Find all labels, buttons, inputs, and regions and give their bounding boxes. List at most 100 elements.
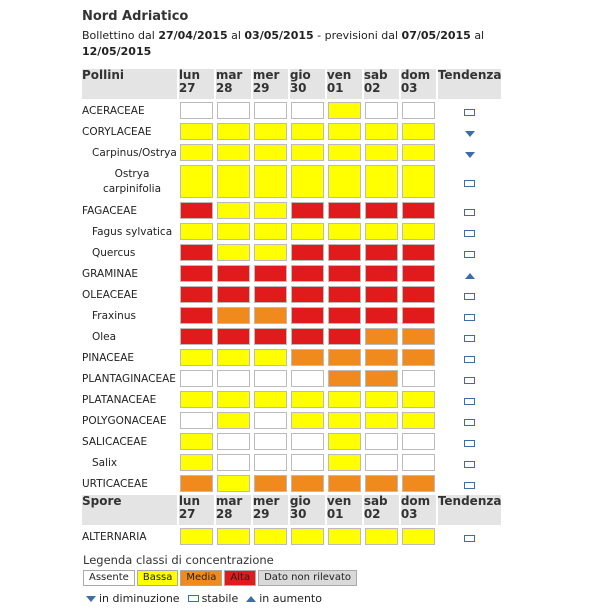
date-from: 27/04/2015 — [158, 29, 228, 42]
concentration-swatch — [179, 370, 213, 387]
concentration-swatch — [179, 223, 213, 240]
concentration-cell — [179, 122, 214, 141]
table-row: PLATANACEAE — [82, 390, 501, 409]
concentration-cell — [401, 306, 436, 325]
trend-cell — [438, 201, 502, 220]
concentration-cell — [401, 369, 436, 388]
concentration-swatch — [401, 328, 435, 345]
table-row: FAGACEAE — [82, 201, 501, 220]
concentration-swatch — [327, 123, 361, 140]
subtitle-al-2: al — [474, 29, 485, 42]
concentration-swatch — [179, 433, 213, 450]
pollen-table: Pollini lun 27 mar 28 mer 29 gio 30 ven 01 sab 02 dom… — [80, 67, 503, 548]
concentration-swatch — [216, 165, 250, 198]
concentration-swatch — [179, 202, 213, 219]
concentration-cell — [179, 527, 214, 546]
day-number: 29 — [252, 507, 270, 521]
trend-cell — [438, 327, 502, 346]
concentration-swatch — [364, 307, 398, 324]
row-label-text: ALTERNARIA — [82, 530, 147, 543]
concentration-swatch — [253, 528, 287, 545]
concentration-cell — [364, 411, 399, 430]
day-name: mer — [252, 68, 280, 82]
concentration-cell — [253, 306, 288, 325]
concentration-swatch — [327, 349, 361, 366]
concentration-swatch — [290, 102, 324, 119]
row-label-text: GRAMINAE — [82, 267, 139, 280]
concentration-swatch — [290, 223, 324, 240]
day-number: 29 — [252, 81, 270, 95]
concentration-swatch — [364, 144, 398, 161]
concentration-cell — [364, 222, 399, 241]
table-row: Ostrya carpinifolia — [82, 164, 501, 199]
concentration-swatch — [216, 123, 250, 140]
concentration-cell — [179, 101, 214, 120]
row-label: SALICACEAE — [82, 432, 177, 451]
concentration-swatch — [216, 454, 250, 471]
concentration-cell — [216, 453, 251, 472]
concentration-swatch — [179, 454, 213, 471]
arrow-up-icon — [464, 273, 475, 279]
concentration-swatch — [327, 328, 361, 345]
pollen-header-row: Pollini lun 27 mar 28 mer 29 gio 30 ven 01 sab 02 dom… — [82, 68, 502, 99]
concentration-swatch — [216, 144, 250, 161]
concentration-swatch — [179, 475, 213, 492]
concentration-cell — [401, 432, 436, 451]
concentration-swatch — [253, 202, 287, 219]
concentration-cell — [364, 327, 399, 346]
row-label: Ostrya carpinifolia — [82, 164, 177, 199]
row-label-text: POLYGONACEAE — [82, 414, 167, 427]
row-label-text: Ostrya carpinifolia — [92, 167, 172, 197]
concentration-swatch — [216, 433, 250, 450]
concentration-cell — [179, 453, 214, 472]
concentration-swatch — [216, 349, 250, 366]
trend-cell — [438, 453, 502, 472]
row-label: CORYLACEAE — [82, 122, 177, 141]
concentration-swatch — [364, 328, 398, 345]
row-label: PLANTAGINACEAE — [82, 369, 177, 388]
day-number: 27 — [178, 507, 196, 521]
concentration-swatch — [327, 528, 361, 545]
concentration-swatch — [216, 328, 250, 345]
concentration-cell — [401, 143, 436, 162]
concentration-swatch — [401, 202, 435, 219]
concentration-swatch — [364, 223, 398, 240]
concentration-swatch — [179, 165, 213, 198]
row-label-text: URTICACEAE — [82, 477, 148, 490]
stable-icon — [464, 209, 476, 216]
day-header-sab: sab 02 — [363, 69, 399, 99]
legend-title: Legenda classi di concentrazione — [83, 553, 274, 567]
concentration-cell — [327, 285, 362, 304]
concentration-swatch — [179, 391, 213, 408]
concentration-swatch — [401, 286, 435, 303]
concentration-cell — [290, 432, 325, 451]
concentration-swatch — [401, 349, 435, 366]
row-label-line1: Ostrya — [114, 167, 150, 180]
concentration-swatch — [401, 123, 435, 140]
stable-icon — [464, 461, 476, 468]
table-row: POLYGONACEAE — [82, 411, 501, 430]
concentration-swatch — [253, 412, 287, 429]
day-header-dom: dom 03 — [400, 69, 436, 99]
concentration-cell — [253, 474, 288, 493]
concentration-cell — [401, 264, 436, 283]
concentration-cell — [253, 243, 288, 262]
stable-icon — [464, 440, 476, 447]
concentration-cell — [327, 306, 362, 325]
concentration-swatch — [401, 165, 435, 198]
concentration-swatch — [327, 223, 361, 240]
row-label-text: SALICACEAE — [82, 435, 148, 448]
trend-cell — [438, 222, 502, 241]
legend-chip-H: Alta — [224, 570, 257, 586]
concentration-cell — [290, 369, 325, 388]
row-label: ALTERNARIA — [82, 527, 177, 546]
concentration-swatch — [401, 223, 435, 240]
concentration-cell — [179, 201, 214, 220]
concentration-swatch — [327, 475, 361, 492]
spore-header-row-label: Spore — [82, 495, 177, 525]
concentration-cell — [290, 306, 325, 325]
concentration-cell — [327, 474, 362, 493]
concentration-swatch — [401, 454, 435, 471]
concentration-swatch — [401, 475, 435, 492]
day-header-mar: mar 28 — [215, 69, 251, 99]
